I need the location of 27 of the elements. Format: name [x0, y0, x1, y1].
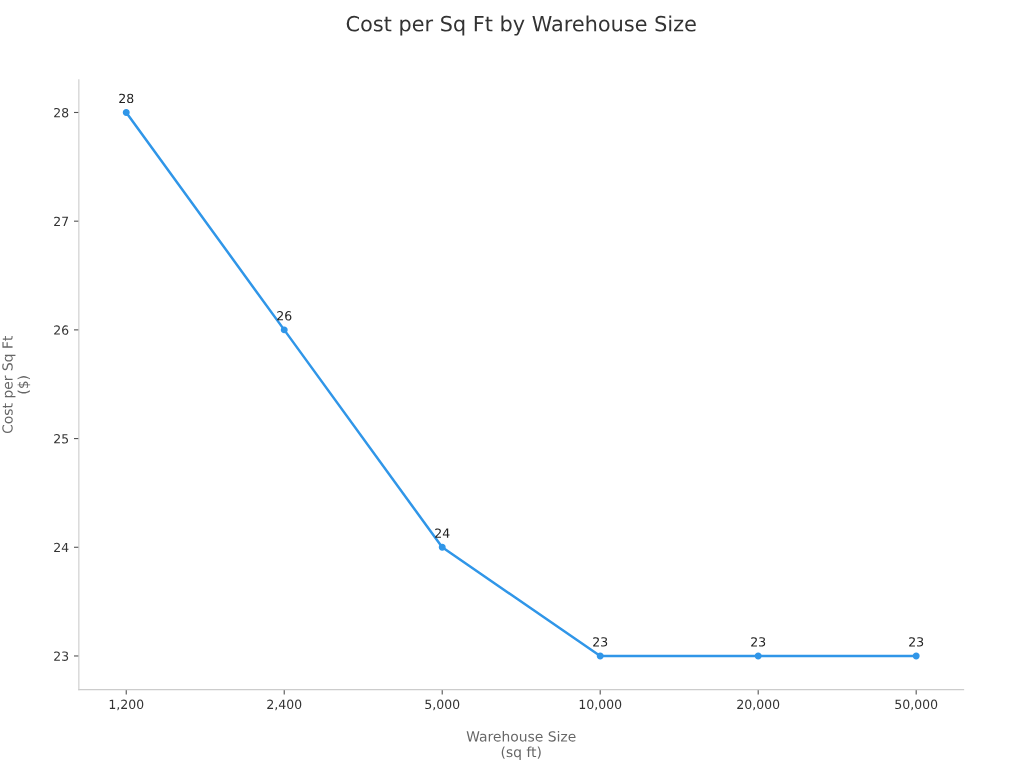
x-tick-label: 5,000	[425, 699, 460, 711]
x-axis-title: Warehouse Size (sq ft)	[466, 730, 576, 760]
y-tick-label: 23	[54, 651, 69, 661]
data-label: 23	[593, 637, 608, 647]
data-label: 24	[435, 528, 450, 538]
y-tick-label: 27	[54, 216, 69, 226]
data-label: 26	[277, 311, 292, 321]
point	[280, 326, 288, 334]
chart-title: Cost per Sq Ft by Warehouse Size	[346, 15, 696, 36]
y-tick-label: 26	[54, 325, 69, 335]
y-axis-title: Cost per Sq Ft ($)	[2, 335, 31, 434]
point	[596, 652, 604, 660]
point	[438, 543, 446, 551]
y-tick-label: 28	[54, 107, 69, 118]
point	[912, 652, 920, 660]
x-tick-label: 20,000	[737, 699, 780, 711]
data-label: 23	[909, 637, 924, 647]
y-tick-label: 24	[54, 542, 69, 553]
x-tick-label: 50,000	[895, 699, 938, 711]
x-tick-label: 2,400	[267, 699, 302, 711]
data-label: 28	[119, 93, 134, 104]
point	[754, 652, 762, 660]
data-label: 23	[751, 637, 766, 647]
x-tick-label: 10,000	[579, 699, 622, 711]
x-tick-label: 1,200	[109, 699, 144, 711]
y-tick-label: 25	[54, 434, 69, 444]
point	[122, 109, 130, 116]
